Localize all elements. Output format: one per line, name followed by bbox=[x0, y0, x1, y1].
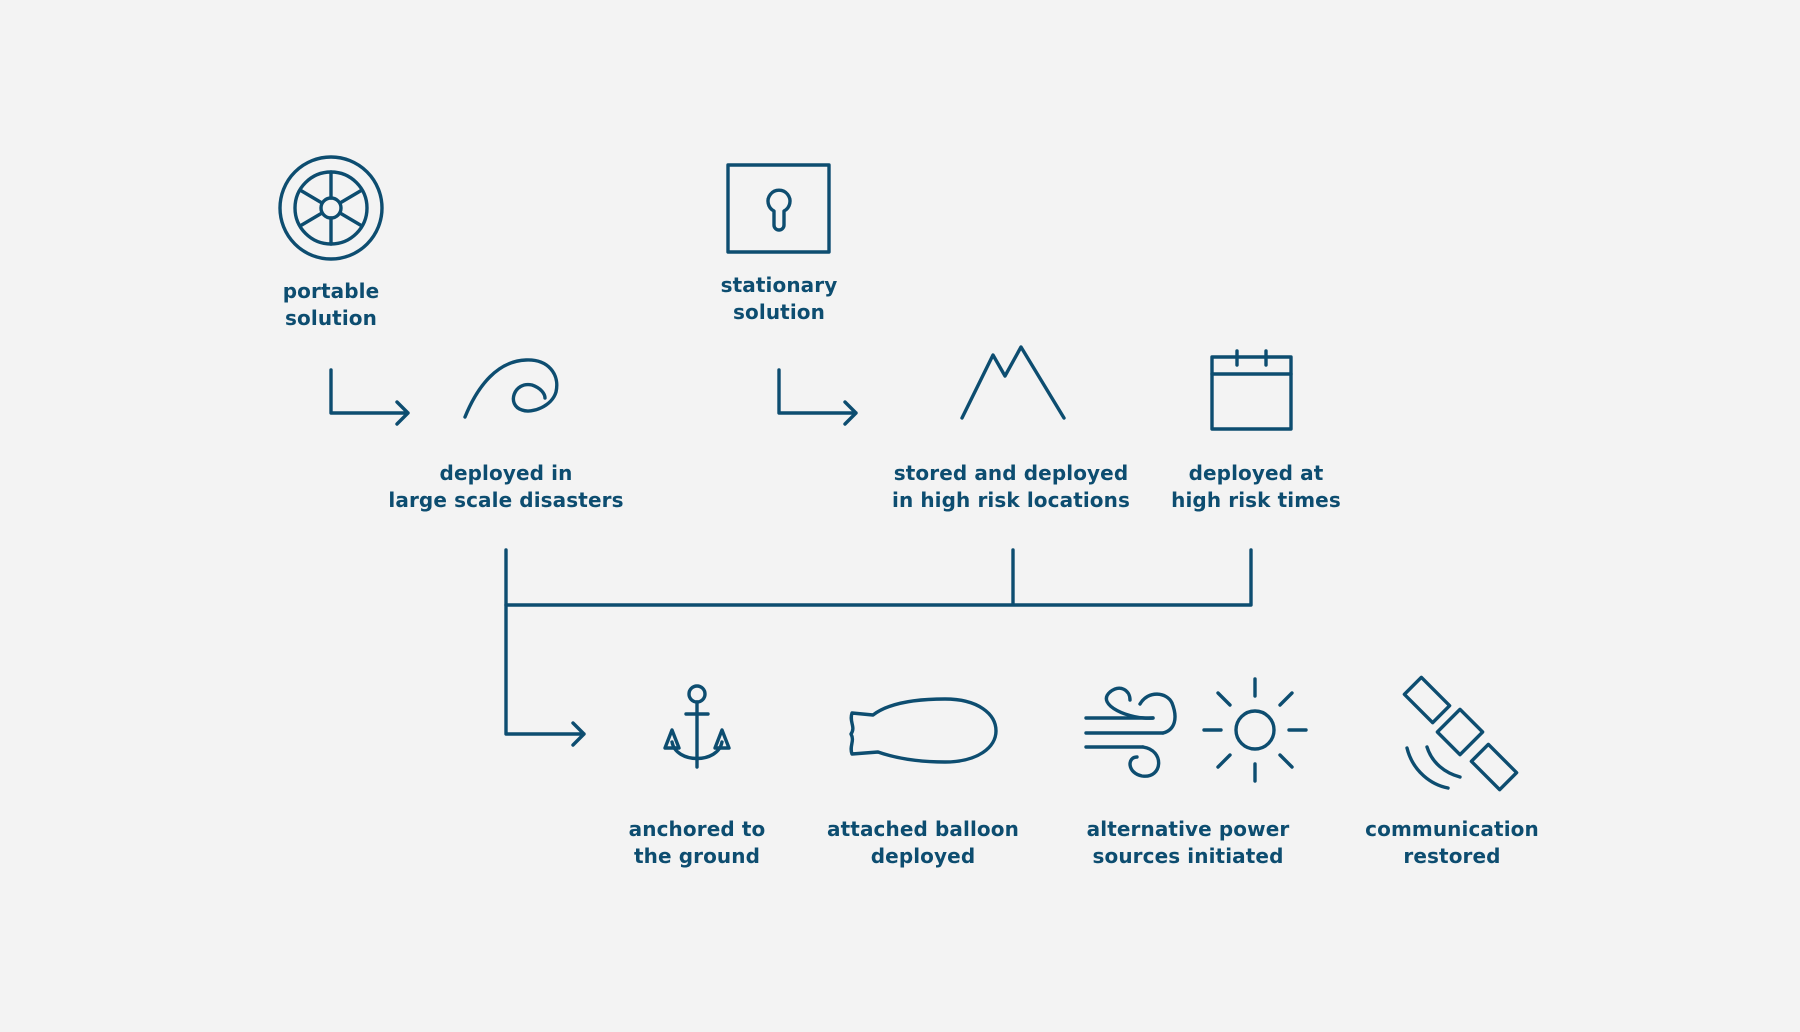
high-risk-times-label: deployed at high risk times bbox=[1171, 461, 1341, 512]
portable-solution-label: portable solution bbox=[282, 279, 380, 330]
merge-connector bbox=[504, 548, 1253, 607]
satellite-icon bbox=[1402, 675, 1519, 792]
anchor-icon bbox=[663, 684, 731, 769]
high-risk-locations-label: stored and deployed in high risk locatio… bbox=[891, 461, 1131, 512]
steering-wheel-icon bbox=[278, 155, 384, 261]
anchored-label: anchored to the ground bbox=[628, 817, 766, 868]
wind-and-sun-icon bbox=[1084, 677, 1308, 783]
calendar-icon bbox=[1210, 349, 1293, 431]
balloon-icon bbox=[849, 697, 998, 764]
arrow-to-outcomes bbox=[504, 603, 586, 747]
mountain-icon bbox=[960, 345, 1066, 420]
power-sources-label: alternative power sources initiated bbox=[1086, 817, 1290, 868]
stationary-solution-label: stationary solution bbox=[720, 273, 838, 324]
communication-label: communication restored bbox=[1365, 817, 1539, 868]
balloon-label: attached balloon deployed bbox=[827, 817, 1019, 868]
large-scale-disasters-label: deployed in large scale disasters bbox=[388, 461, 624, 512]
wave-icon bbox=[463, 358, 559, 419]
arrow-portable-to-disasters bbox=[329, 368, 410, 426]
keyhole-box-icon bbox=[726, 163, 831, 254]
arrow-stationary-to-locations bbox=[777, 368, 858, 426]
